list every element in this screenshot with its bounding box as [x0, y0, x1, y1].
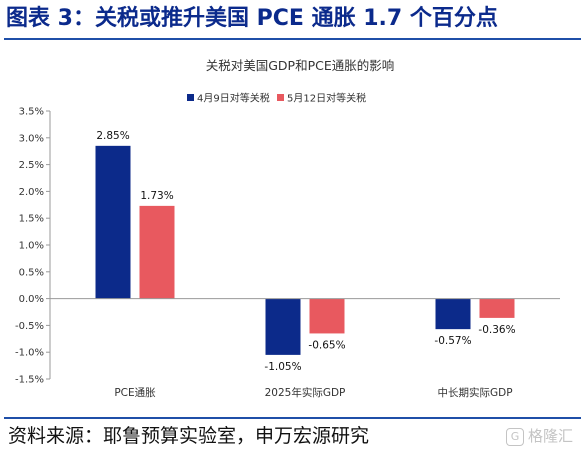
- data-label: -0.36%: [478, 324, 515, 336]
- y-tick-label: 1.0%: [19, 241, 44, 252]
- bar-series-1: [435, 298, 471, 330]
- header-title: 图表 3：关税或推升美国 PCE 通胀 1.7 个百分点: [6, 6, 498, 31]
- bars: 2.85% 1.73% -1.05% -0.65% -0.57% -0.36%: [95, 130, 516, 373]
- data-label: -0.57%: [434, 335, 471, 347]
- y-tick-label: -0.5%: [15, 321, 44, 332]
- legend-label-2: 5月12日对等关税: [287, 92, 366, 105]
- data-label: 2.85%: [96, 130, 129, 142]
- x-axis: PCE通胀 2025年实际GDP 中长期实际GDP: [50, 298, 560, 399]
- g-logo-icon: G: [505, 427, 524, 446]
- y-tick-label: 2.5%: [19, 160, 44, 171]
- watermark: G 格隆汇: [505, 425, 573, 447]
- x-tick-label: PCE通胀: [114, 387, 156, 399]
- y-axis: 3.5% 3.0% 2.5% 2.0% 1.5% 1.0% 0.5% 0.0% -0.5% -1.…: [15, 107, 51, 386]
- data-label: 1.73%: [140, 190, 173, 202]
- y-tick-label: -1.5%: [15, 375, 44, 386]
- bar-chart: 关税对美国GDP和PCE通胀的影响 4月9日对等关税 5月12日对等关税 3.5%…: [15, 58, 560, 399]
- chart-title: 关税对美国GDP和PCE通胀的影响: [206, 58, 395, 73]
- y-tick-label: 0.5%: [19, 267, 44, 278]
- bar-series-2: [479, 298, 515, 318]
- legend-label-1: 4月9日对等关税: [197, 92, 270, 105]
- y-tick-label: -1.0%: [15, 348, 44, 359]
- y-tick-label: 3.5%: [19, 107, 44, 118]
- x-tick-label: 2025年实际GDP: [265, 386, 346, 399]
- footer-rule: [4, 417, 581, 419]
- bar-series-2: [309, 298, 345, 334]
- bar-series-2: [139, 205, 175, 299]
- y-tick-label: 1.5%: [19, 214, 44, 225]
- data-label: -1.05%: [264, 361, 301, 373]
- watermark-text: 格隆汇: [527, 427, 573, 445]
- chart-legend: 4月9日对等关税 5月12日对等关税: [187, 92, 366, 105]
- legend-swatch-2: [277, 94, 284, 101]
- legend-swatch-1: [187, 94, 194, 101]
- bar-series-1: [95, 145, 131, 299]
- y-tick-label: 3.0%: [19, 133, 44, 144]
- source-note: 资料来源：耶鲁预算实验室，申万宏源研究: [8, 425, 370, 447]
- data-label: -0.65%: [308, 339, 345, 351]
- bar-series-1: [265, 298, 301, 355]
- x-tick-label: 中长期实际GDP: [437, 386, 512, 399]
- y-tick-label: 0.0%: [19, 294, 44, 305]
- y-tick-label: 2.0%: [19, 187, 44, 198]
- header-rule: [4, 38, 581, 40]
